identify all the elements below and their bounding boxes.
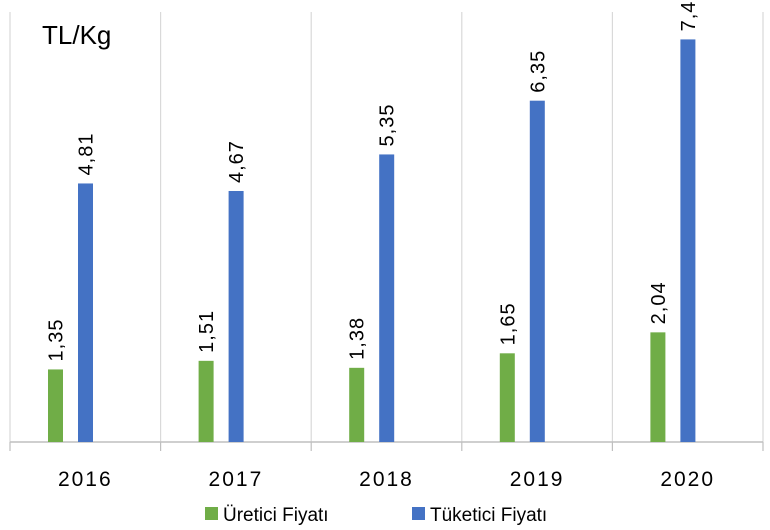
bar-tuketici-2019 — [529, 100, 545, 442]
legend-label: Tüketici Fiyatı — [430, 505, 547, 526]
x-tick-label: 2017 — [209, 468, 264, 491]
bar-tuketici-2020 — [680, 39, 696, 442]
x-tick-label: 2019 — [510, 468, 565, 491]
x-tick-label: 2016 — [58, 468, 113, 491]
bar-uretici-2017 — [198, 360, 214, 442]
category-separators — [9, 12, 764, 451]
value-label: 1,38 — [347, 317, 369, 360]
bar-uretici-2016 — [48, 369, 63, 442]
value-label: 1,51 — [196, 310, 218, 353]
y-axis-label: TL/Kg — [42, 20, 111, 50]
x-axis-ticks: 2016 2017 2018 2019 2020 — [58, 468, 715, 491]
value-label: 1,35 — [46, 319, 68, 362]
legend-label: Üretici Fiyatı — [223, 505, 329, 526]
value-label: 2,04 — [648, 281, 670, 324]
bar-uretici-2020 — [650, 332, 666, 442]
value-label: 4,81 — [76, 133, 98, 176]
x-tick-label: 2020 — [660, 468, 715, 491]
bar-tuketici-2017 — [228, 190, 244, 442]
value-label: 1,65 — [497, 302, 519, 345]
value-labels: 1,35 1,51 1,38 1,65 2,04 4,81 4,67 5,35 6,35 7,49 — [46, 0, 700, 361]
value-label: 7,49 — [678, 0, 700, 31]
legend-swatch — [412, 507, 425, 520]
value-label: 4,67 — [226, 140, 248, 183]
bar-tuketici-2016 — [78, 183, 93, 442]
bar-tuketici-2018 — [379, 154, 395, 442]
value-label: 5,35 — [377, 104, 399, 147]
value-label: 6,35 — [527, 50, 549, 93]
legend-swatch — [205, 507, 218, 520]
legend: Üretici Fiyatı Tüketici Fiyatı — [205, 505, 547, 526]
bar-uretici-2018 — [349, 367, 365, 442]
x-tick-label: 2018 — [359, 468, 414, 491]
bars — [48, 39, 696, 442]
bar-uretici-2019 — [499, 353, 515, 442]
